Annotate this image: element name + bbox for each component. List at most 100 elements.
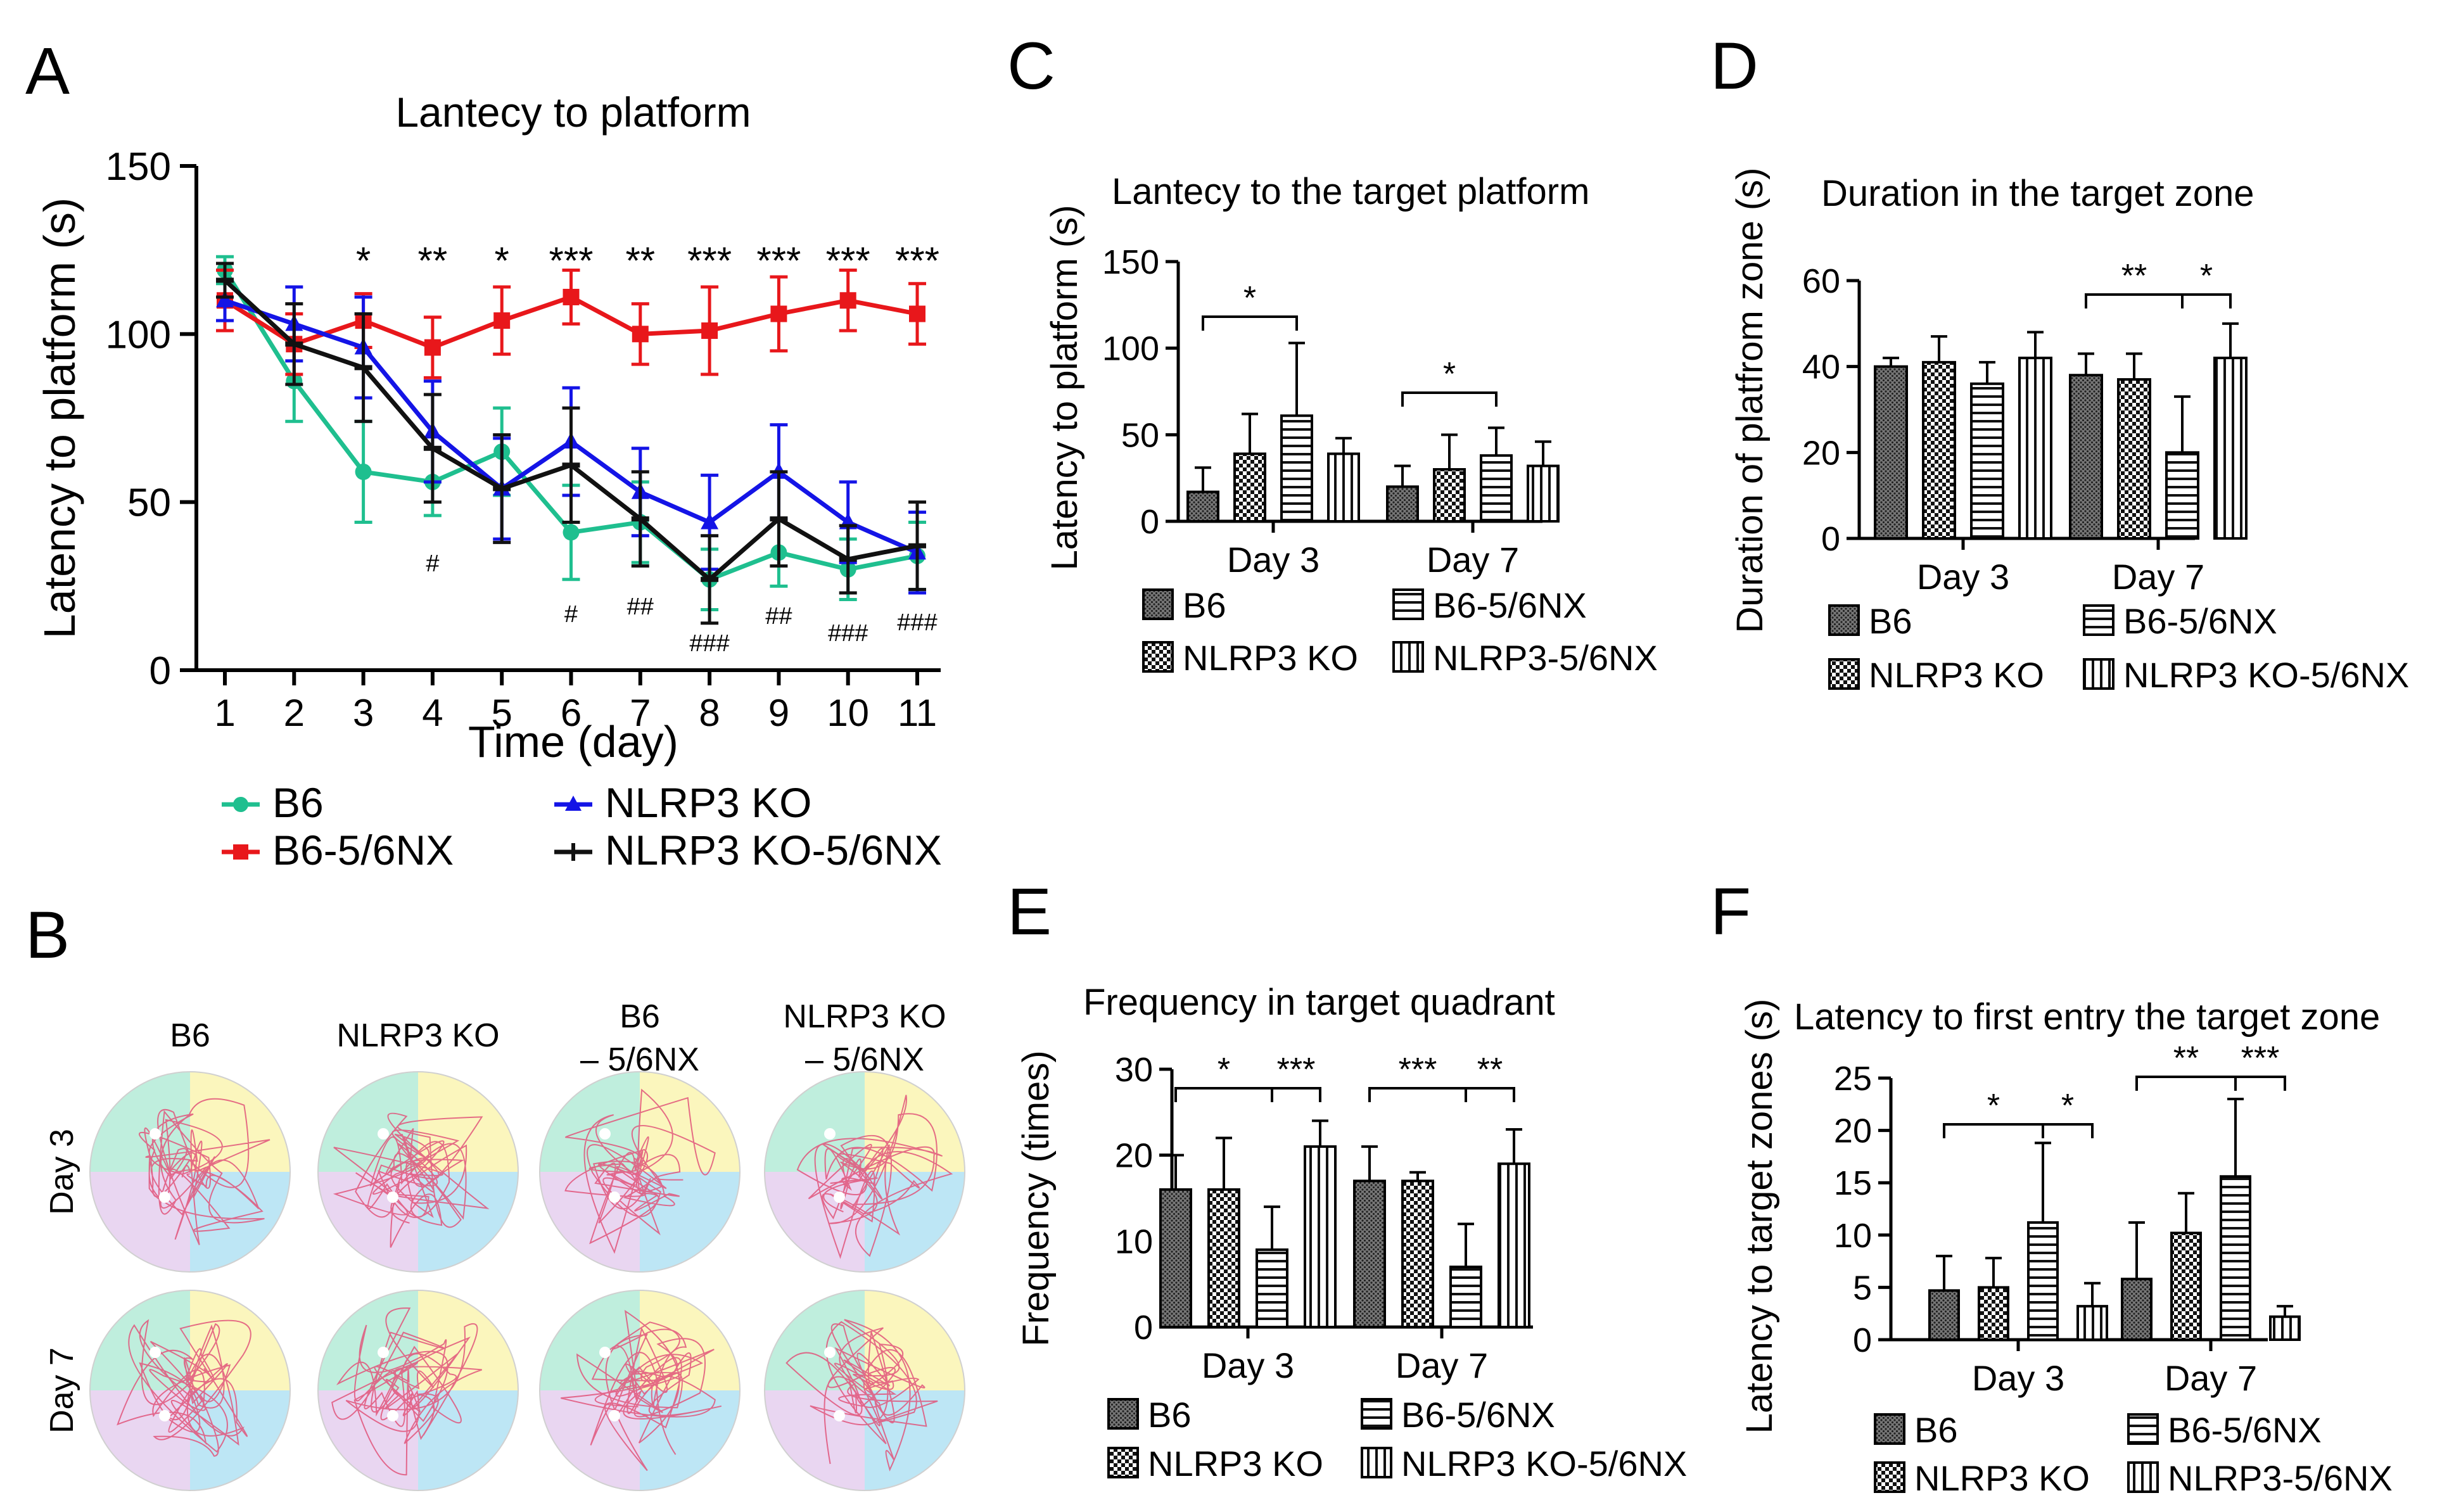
pool-outline	[764, 1290, 965, 1491]
bar	[1928, 1289, 1960, 1341]
significance-hash: ##	[765, 603, 792, 630]
row-header: Day 3	[44, 1129, 80, 1215]
data-point	[285, 341, 303, 347]
legend-label: NLRP3 KO	[1148, 1444, 1323, 1483]
panel-letter-b: B	[25, 898, 70, 972]
significance-star: *	[356, 239, 371, 282]
bar	[2027, 1221, 2059, 1341]
start-marker	[609, 1191, 620, 1203]
bar	[1256, 1248, 1288, 1329]
swim-path	[796, 1095, 953, 1259]
platform-marker	[824, 1347, 836, 1358]
significance-star: **	[625, 239, 655, 282]
significance-bracket	[1401, 391, 1498, 407]
significance-star: *	[1987, 1088, 2000, 1124]
start-marker	[159, 1191, 170, 1203]
y-tick-label: 0	[1821, 520, 1840, 558]
y-axis-label: Latency to platform (s)	[1044, 205, 1085, 571]
legend-label: NLRP3 KO	[1183, 638, 1358, 678]
y-tick-label: 15	[1834, 1164, 1872, 1202]
chart-title: Duration in the target zone	[1821, 173, 2254, 214]
x-tick-label: 11	[898, 692, 937, 734]
bar	[2069, 374, 2103, 540]
panel-c-bar-chart: Lantecy to the target platform 0 50 100 150 L…	[1044, 171, 1658, 678]
pool-quadrant	[865, 1172, 965, 1272]
data-point	[355, 463, 372, 480]
y-axis-label: Latency to platform (s)	[35, 198, 84, 638]
significance-bracket	[2085, 293, 2184, 308]
start-marker	[834, 1191, 845, 1203]
swim-path	[564, 1088, 716, 1254]
legend-label: NLRP3 KO-5/6NX	[605, 827, 942, 874]
y-tick-label: 60	[1802, 262, 1840, 300]
data-point	[563, 524, 580, 541]
start-marker	[159, 1410, 170, 1421]
data-point	[493, 486, 511, 492]
significance-star: ***	[1399, 1051, 1437, 1088]
legend-swatch	[1361, 1398, 1392, 1430]
bar	[1353, 1179, 1386, 1329]
x-tick-label: 10	[827, 692, 869, 734]
pool-quadrant	[765, 1390, 865, 1490]
significance-star: *	[1443, 356, 1456, 393]
pool-outline	[89, 1290, 291, 1491]
panel-letter-c: C	[1007, 29, 1055, 103]
x-tick-label: 9	[768, 692, 789, 734]
y-axis-label: Frequency (times)	[1015, 1050, 1057, 1346]
legend-label: B6-5/6NX	[2168, 1410, 2322, 1450]
legend-swatch	[1828, 658, 1860, 690]
bar	[1207, 1188, 1240, 1329]
start-marker	[609, 1410, 620, 1421]
x-tick-label: Day 7	[2165, 1358, 2257, 1398]
y-tick-label: 0	[1140, 503, 1159, 541]
data-point	[423, 445, 442, 451]
significance-star: ***	[549, 239, 593, 282]
bar	[1922, 360, 1956, 540]
data-point	[563, 288, 580, 305]
platform-marker	[149, 1347, 161, 1358]
significance-bracket	[2181, 293, 2232, 308]
bar	[1480, 454, 1513, 523]
bar	[1401, 1179, 1434, 1329]
pool-quadrant	[190, 1390, 290, 1490]
legend-label: B6	[1148, 1395, 1192, 1435]
x-tick-label: 3	[353, 692, 374, 734]
y-tick-label: 0	[1134, 1309, 1153, 1347]
chart-title: Latency to first entry the target zone	[1794, 996, 2380, 1038]
significance-bracket	[1202, 315, 1298, 331]
legend-label: NLRP3 KO	[1914, 1458, 2090, 1498]
data-point	[770, 516, 788, 522]
legend-swatch	[2127, 1461, 2159, 1493]
pool-quadrant	[190, 1290, 290, 1390]
significance-star: **	[1477, 1051, 1503, 1088]
significance-hash: ##	[627, 594, 654, 620]
legend-label: NLRP3 KO	[1869, 655, 2044, 695]
significance-star: ***	[687, 239, 732, 282]
x-axis-label: Time (day)	[468, 717, 678, 766]
legend-swatch	[1828, 604, 1860, 636]
bar	[1327, 452, 1360, 523]
legend-swatch	[2127, 1413, 2159, 1445]
row-header: Day 7	[44, 1347, 80, 1433]
x-tick-label: Day 3	[1917, 557, 2009, 597]
platform-marker	[378, 1347, 389, 1358]
panel-d-bar-chart: Duration in the target zone 0 20 40 60 Durati…	[1729, 168, 2409, 695]
pool-outline	[539, 1071, 741, 1273]
y-tick-label: 20	[1802, 434, 1840, 472]
legend-label: B6	[272, 779, 324, 826]
pool-outline	[317, 1071, 519, 1273]
legend-label: B6	[1914, 1410, 1958, 1450]
bar	[2117, 378, 2151, 540]
data-point	[562, 462, 580, 468]
x-tick-label: 4	[422, 692, 443, 734]
x-tick-label: 8	[699, 692, 720, 734]
legend-swatch	[1107, 1398, 1139, 1430]
significance-hash: ###	[689, 630, 729, 657]
significance-star: ***	[2241, 1040, 2280, 1077]
start-marker	[387, 1410, 398, 1421]
legend-label: B6-5/6NX	[272, 827, 454, 874]
data-point	[701, 512, 719, 530]
y-tick-label: 0	[149, 649, 171, 693]
data-point	[631, 516, 649, 522]
